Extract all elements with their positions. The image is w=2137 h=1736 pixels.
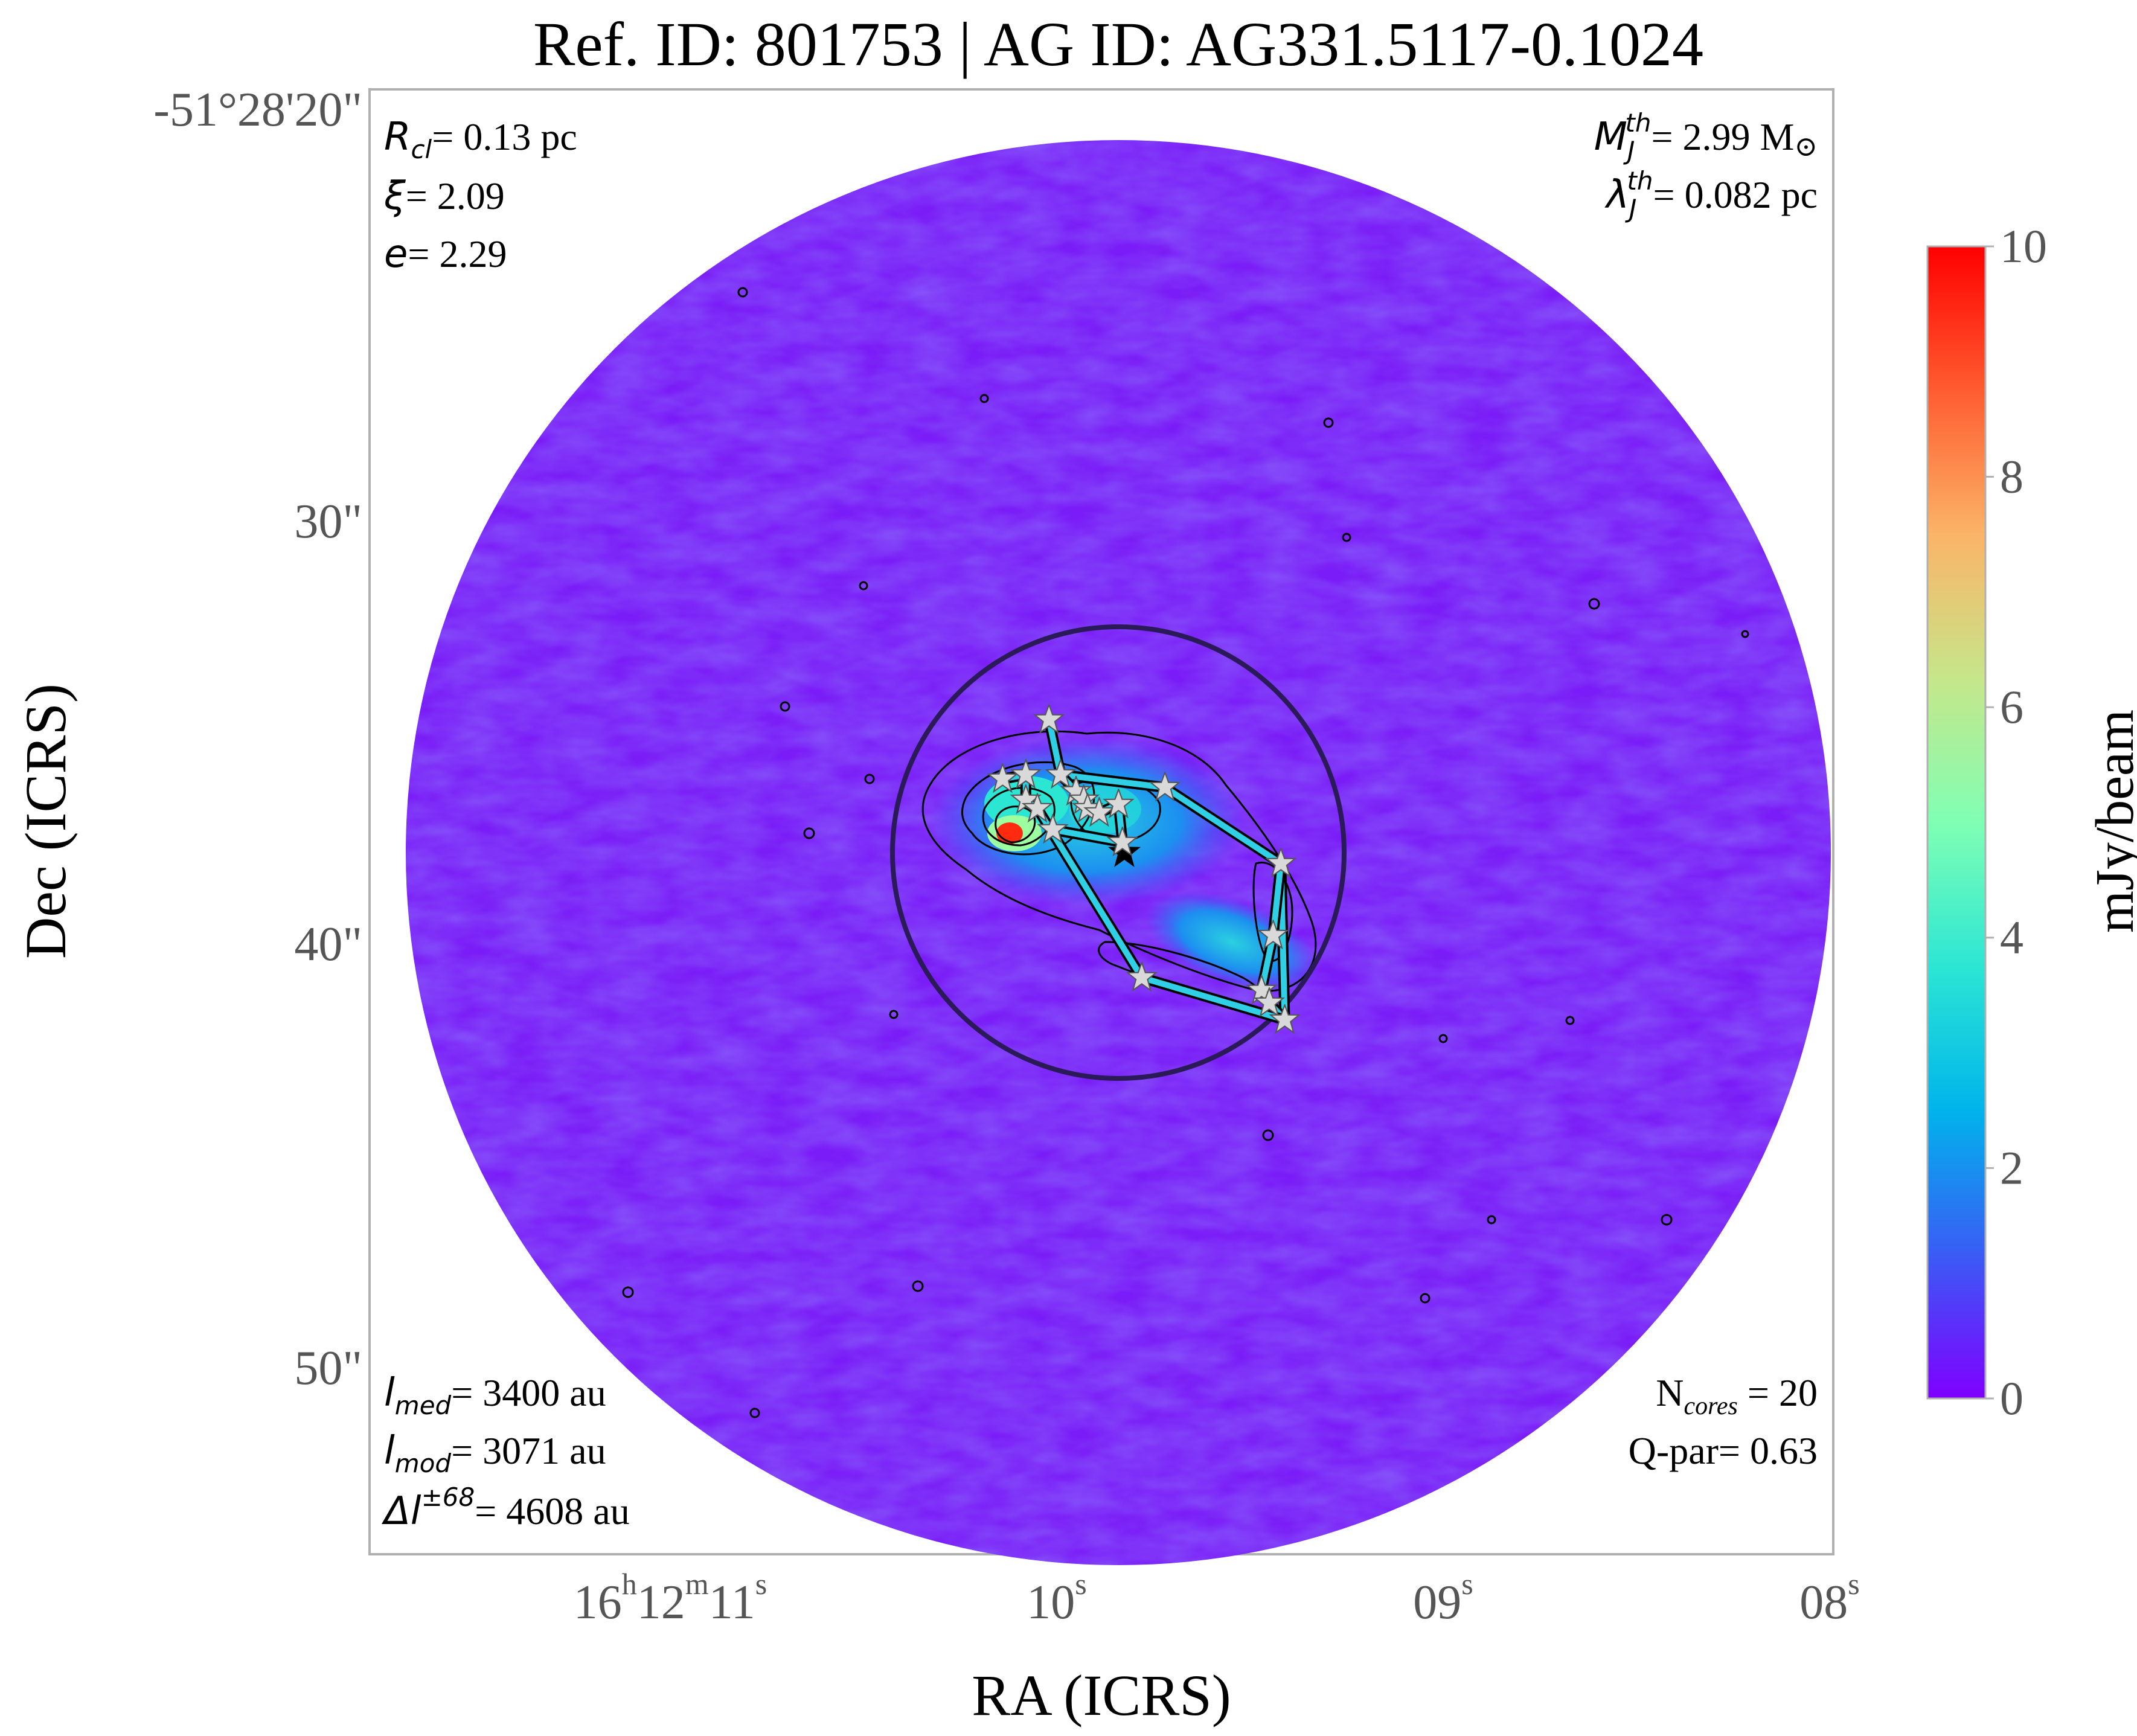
- svg-text:Ncores = 20: Ncores = 20: [1656, 1371, 1818, 1420]
- colorbar-tick-label: 8: [2000, 450, 2023, 503]
- colorbar-tick-label: 0: [2000, 1372, 2023, 1424]
- mst-edge: [1162, 784, 1284, 866]
- x-tick-label: 08s: [1799, 1567, 1859, 1629]
- svg-text:Q-par= 0.63: Q-par= 0.63: [1629, 1429, 1818, 1472]
- x-tick-label: 09s: [1413, 1567, 1473, 1629]
- colorbar-gradient: [1926, 245, 1987, 1400]
- colorbar-tick-label: 2: [2000, 1141, 2023, 1194]
- svg-text:lmod= 3071 au: lmod= 3071 au: [384, 1429, 606, 1478]
- chart-title: Ref. ID: 801753 | AG ID: AG331.5117-0.10…: [533, 10, 1703, 79]
- annotation-bottom-left: lmed= 3400 au lmod= 3071 au Δl±68= 4608 …: [381, 1371, 630, 1534]
- clump-radius-circle: [890, 624, 1347, 1081]
- colorbar-tick-label: 10: [2000, 220, 2047, 272]
- svg-text:Δl±68= 4608 au: Δl±68= 4608 au: [381, 1482, 630, 1534]
- colorbar-tick-label: 4: [2000, 911, 2023, 964]
- annotation-top-right: MJth= 2.99 M⊙ λJth= 0.082 pc: [1594, 108, 1818, 223]
- svg-text:ξ= 2.09: ξ= 2.09: [383, 174, 505, 219]
- svg-text:MJth= 2.99 M⊙: MJth= 2.99 M⊙: [1594, 108, 1818, 165]
- y-tick-label: -51°28'20": [153, 83, 362, 136]
- colorbar-ticks: 0 2 4 6 8 10: [1985, 220, 2047, 1424]
- y-axis-label: Dec (ICRS): [13, 684, 78, 959]
- annotation-top-left: Rcl= 0.13 pc ξ= 2.09 e= 2.29: [383, 115, 577, 277]
- colorbar-label: mJy/beam: [2085, 709, 2137, 933]
- y-tick-label: 30": [294, 495, 362, 548]
- y-tick-label: 50": [294, 1342, 362, 1395]
- mst-edge: [1057, 772, 1168, 790]
- svg-text:Rcl= 0.13 pc: Rcl= 0.13 pc: [384, 115, 577, 164]
- x-ticks: 16h12m11s 10s 09s 08s: [574, 1567, 1860, 1629]
- colorbar: 0 2 4 6 8 10 mJy/beam: [1926, 220, 2137, 1424]
- svg-text:λJth= 0.082 pc: λJth= 0.082 pc: [1604, 166, 1818, 223]
- x-tick-label: 10s: [1027, 1567, 1086, 1629]
- svg-text:lmed= 3400 au: lmed= 3400 au: [384, 1371, 606, 1420]
- y-ticks: -51°28'20" 30" 40" 50": [153, 83, 362, 1395]
- intensity-map: [406, 140, 1831, 1565]
- colorbar-tick-label: 6: [2000, 681, 2023, 733]
- x-tick-label: 16h12m11s: [574, 1567, 767, 1629]
- annotation-bottom-right: Ncores = 20 Q-par= 0.63: [1629, 1371, 1818, 1472]
- y-tick-label: 40": [294, 918, 362, 971]
- svg-text:e= 2.29: e= 2.29: [384, 232, 507, 277]
- x-axis-label: RA (ICRS): [972, 1663, 1231, 1728]
